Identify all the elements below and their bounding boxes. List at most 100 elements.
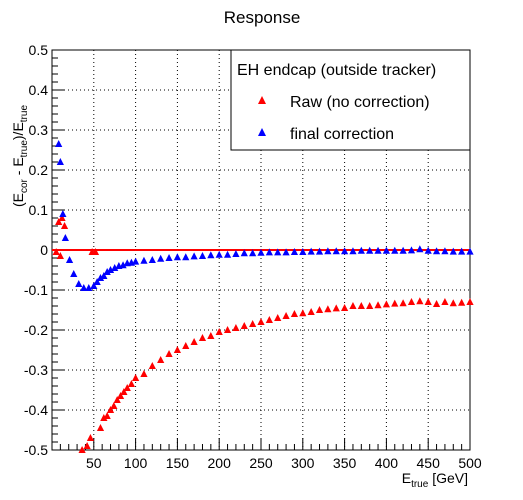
data-point [308,248,315,255]
data-point [61,222,68,229]
data-points [53,140,474,453]
data-point [59,210,66,217]
y-label-p2: - E [10,157,26,179]
chart-title: Response [224,8,301,27]
data-point [55,140,62,147]
data-point [140,257,147,264]
data-point [216,328,223,335]
x-label-unit: [GeV] [428,470,468,486]
data-point [400,299,407,306]
data-point [299,309,306,316]
data-point [450,248,457,255]
y-tick-label: -0.5 [24,442,48,458]
data-point [458,248,465,255]
data-point [182,253,189,260]
y-tick-label: 0.1 [29,202,49,218]
data-point [466,298,473,305]
data-point [165,350,172,357]
data-point [174,253,181,260]
data-point [132,258,139,265]
x-tick-label: 50 [86,455,102,471]
data-point [157,255,164,262]
data-point [241,322,248,329]
data-point [140,370,147,377]
data-point [182,342,189,349]
y-axis-label: (Ecor - Etrue)/Etrue [10,105,30,207]
data-point [224,251,231,258]
y-tick-label: 0.4 [29,82,49,98]
data-point [374,301,381,308]
data-point [266,316,273,323]
legend-label-raw: Raw (no correction) [290,94,430,111]
y-label-p5: true [19,105,30,123]
data-point [257,318,264,325]
data-point [232,324,239,331]
data-point [216,251,223,258]
data-point [341,304,348,311]
y-tick-label: -0.3 [24,362,48,378]
data-point [191,338,198,345]
data-point [441,298,448,305]
data-point [87,434,94,441]
y-tick-label: -0.4 [24,402,48,418]
x-tick-labels: 50 100 150 200 250 300 350 400 450 500 [86,455,482,471]
data-point [416,245,423,252]
data-point [308,308,315,315]
data-point [316,248,323,255]
data-point [75,280,82,287]
x-tick-label: 200 [208,455,232,471]
legend-title: EH endcap (outside tracker) [237,62,436,79]
data-point [132,374,139,381]
data-point [458,299,465,306]
x-tick-label: 250 [249,455,273,471]
data-point [199,252,206,259]
data-point [149,256,156,263]
data-point [232,250,239,257]
x-axis-label: Etrue [GeV] [402,470,468,490]
y-tick-label: 0.2 [29,162,49,178]
x-tick-label: 400 [375,455,399,471]
data-point [174,346,181,353]
data-point [433,300,440,307]
data-point [391,300,398,307]
x-tick-label: 350 [333,455,357,471]
legend: EH endcap (outside tracker) Raw (no corr… [231,50,470,150]
data-point [110,402,117,409]
data-point [191,252,198,259]
x-tick-label: 300 [291,455,315,471]
data-point [450,299,457,306]
data-point [128,380,135,387]
data-point [282,312,289,319]
data-point [84,442,91,449]
data-point [70,270,77,277]
y-label-p3: true [19,140,30,158]
data-point [316,306,323,313]
data-point [358,302,365,309]
data-point [199,334,206,341]
y-tick-label: 0.5 [29,42,49,58]
x-tick-label: 150 [166,455,190,471]
data-point [249,320,256,327]
y-tick-label: 0 [40,242,48,258]
x-tick-label: 500 [458,455,482,471]
data-point [207,251,214,258]
x-tick-label: 450 [417,455,441,471]
data-point [62,234,69,241]
data-point [425,298,432,305]
data-point [408,298,415,305]
y-tick-labels: -0.5-0.4-0.3-0.2-0.100.10.20.30.40.5 [24,42,48,458]
data-point [149,362,156,369]
data-point [157,356,164,363]
y-label-p4: )/E [10,122,26,140]
y-label-p1: cor [19,178,30,193]
y-tick-label: -0.1 [24,282,48,298]
legend-label-final: final correction [290,126,394,143]
data-point [66,256,73,263]
data-point [466,248,473,255]
y-label-p0: (E [10,193,26,207]
data-point [349,302,356,309]
data-point [207,332,214,339]
data-point [333,304,340,311]
data-point [416,297,423,304]
